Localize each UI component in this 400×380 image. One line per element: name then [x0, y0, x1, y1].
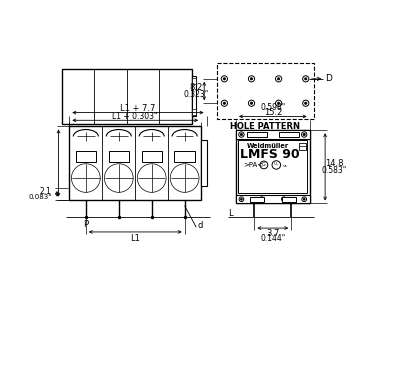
Text: L1 + 7.7: L1 + 7.7: [120, 104, 156, 113]
Bar: [62, 69, 192, 124]
Circle shape: [303, 133, 305, 136]
Circle shape: [72, 164, 100, 192]
Circle shape: [276, 76, 282, 82]
Text: L: L: [228, 209, 233, 218]
Circle shape: [240, 133, 242, 136]
Circle shape: [302, 197, 306, 201]
Bar: [69, 127, 201, 200]
Circle shape: [221, 76, 228, 82]
Bar: [250, 196, 264, 202]
Circle shape: [283, 198, 285, 200]
Text: G: G: [262, 163, 266, 168]
Circle shape: [304, 102, 307, 105]
Text: 0.144": 0.144": [260, 234, 286, 243]
Bar: [236, 195, 310, 203]
Bar: [279, 132, 299, 137]
Bar: [108, 151, 129, 162]
Text: D: D: [326, 74, 332, 83]
Circle shape: [282, 197, 286, 201]
Text: 0.083": 0.083": [28, 194, 52, 200]
Bar: [247, 132, 267, 137]
Circle shape: [104, 164, 133, 192]
Bar: [236, 130, 310, 139]
Circle shape: [278, 78, 280, 80]
Text: 8.2: 8.2: [190, 83, 203, 92]
Text: UL: UL: [274, 162, 279, 166]
Bar: [142, 151, 162, 162]
Circle shape: [172, 166, 197, 190]
Text: 15.2: 15.2: [264, 108, 282, 117]
Circle shape: [261, 198, 263, 200]
Circle shape: [170, 164, 199, 192]
Circle shape: [302, 132, 307, 137]
Text: P: P: [83, 220, 88, 229]
Text: 0.598": 0.598": [260, 103, 286, 112]
Bar: [282, 196, 296, 202]
Circle shape: [304, 78, 307, 80]
Circle shape: [248, 76, 254, 82]
Text: 3.7: 3.7: [266, 229, 280, 238]
Text: HOLE PATTERN: HOLE PATTERN: [230, 122, 300, 131]
Text: L1 + 0.303": L1 + 0.303": [112, 112, 158, 121]
Circle shape: [260, 197, 264, 201]
Circle shape: [240, 198, 242, 200]
Bar: [201, 140, 206, 186]
Circle shape: [139, 166, 164, 190]
Text: LMFS 90: LMFS 90: [240, 149, 300, 162]
Circle shape: [303, 198, 305, 200]
Bar: [192, 76, 196, 116]
Circle shape: [137, 164, 166, 192]
Circle shape: [248, 100, 254, 106]
Circle shape: [223, 102, 226, 105]
Bar: [174, 151, 195, 162]
Bar: [238, 140, 307, 193]
Circle shape: [250, 102, 253, 105]
Text: 14.8: 14.8: [325, 159, 344, 168]
Text: us: us: [282, 164, 287, 168]
Circle shape: [303, 76, 309, 82]
Bar: [217, 63, 314, 119]
Text: 2.1: 2.1: [40, 187, 52, 196]
Circle shape: [221, 100, 228, 106]
Circle shape: [73, 166, 98, 190]
Bar: [299, 143, 306, 150]
Text: >PA<: >PA<: [244, 162, 264, 168]
Text: L1: L1: [130, 234, 140, 242]
Circle shape: [260, 161, 268, 169]
Text: 0.583": 0.583": [322, 166, 347, 175]
Bar: [192, 78, 196, 84]
Bar: [236, 130, 310, 203]
Text: d: d: [198, 221, 203, 230]
Circle shape: [239, 197, 244, 201]
Circle shape: [278, 102, 280, 105]
Circle shape: [223, 78, 226, 80]
Circle shape: [303, 100, 309, 106]
Text: Weidmüller: Weidmüller: [247, 144, 289, 149]
Circle shape: [106, 166, 131, 190]
Bar: [76, 151, 96, 162]
Circle shape: [276, 100, 282, 106]
Text: 0.323": 0.323": [184, 90, 209, 99]
Circle shape: [272, 161, 280, 169]
Bar: [192, 109, 196, 115]
Circle shape: [239, 132, 244, 137]
Circle shape: [250, 78, 253, 80]
